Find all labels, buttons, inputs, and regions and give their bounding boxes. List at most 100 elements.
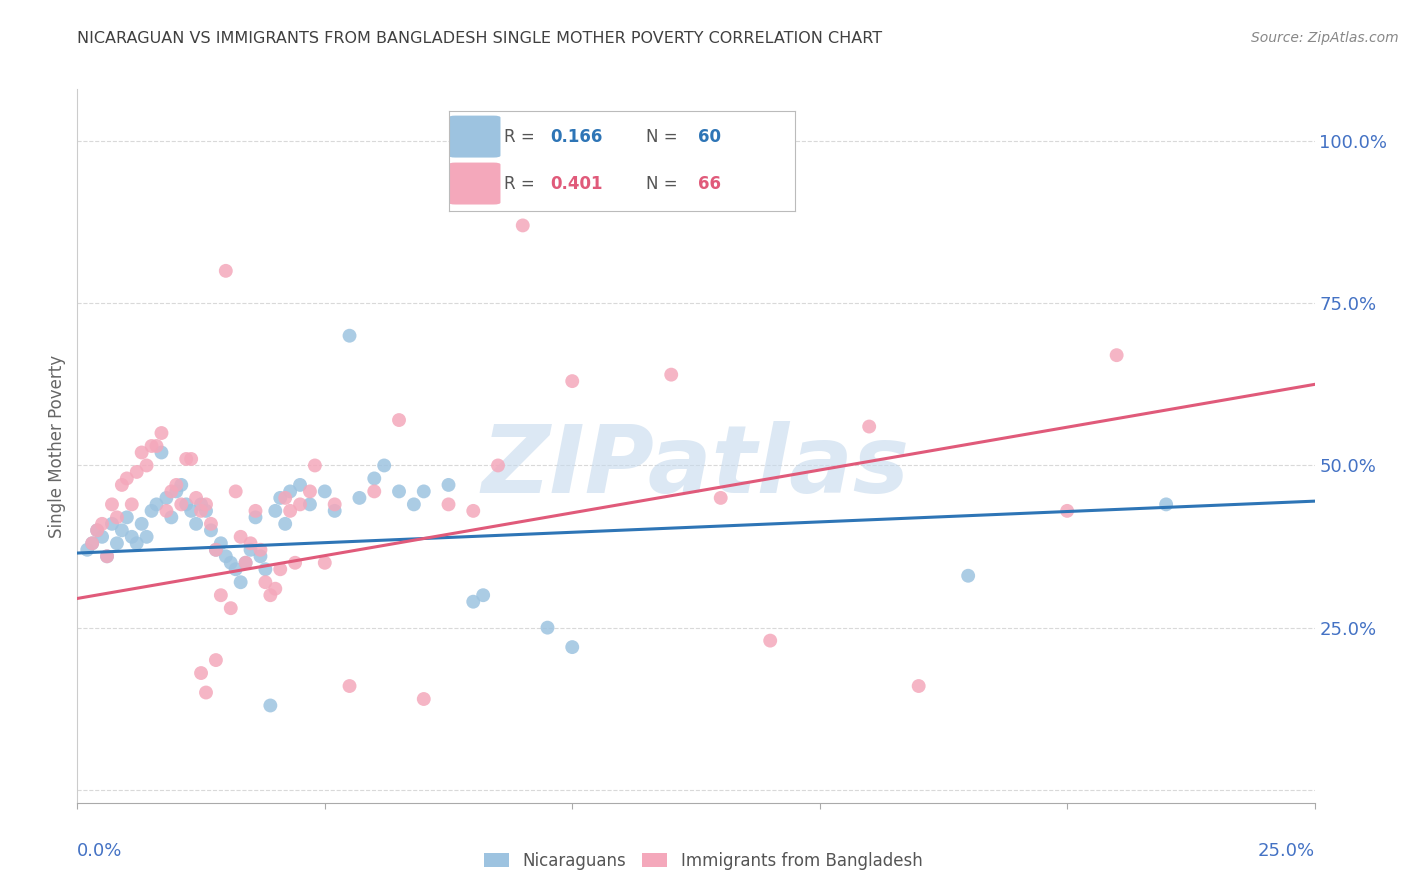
Point xyxy=(141,504,163,518)
Point xyxy=(259,698,281,713)
Point xyxy=(274,491,297,505)
Point xyxy=(235,556,257,570)
Point xyxy=(269,491,291,505)
Point xyxy=(174,497,197,511)
Point xyxy=(170,497,193,511)
Point xyxy=(349,491,371,505)
Point xyxy=(91,516,114,531)
Point xyxy=(121,497,143,511)
Point xyxy=(363,471,385,485)
Point xyxy=(135,458,157,473)
Point xyxy=(200,524,222,538)
Point xyxy=(225,484,247,499)
Point xyxy=(463,595,485,609)
Point xyxy=(205,542,228,557)
Point xyxy=(339,328,361,343)
Point xyxy=(215,549,238,564)
Point xyxy=(205,542,228,557)
Point xyxy=(165,478,187,492)
Point xyxy=(288,478,311,492)
Point xyxy=(184,516,207,531)
Point xyxy=(209,536,232,550)
Point xyxy=(288,497,311,511)
Point xyxy=(264,582,287,596)
Point xyxy=(195,504,218,518)
Point xyxy=(304,458,326,473)
Point xyxy=(254,575,277,590)
Point xyxy=(141,439,163,453)
Point xyxy=(76,542,98,557)
Point xyxy=(115,510,138,524)
Point xyxy=(412,692,434,706)
Point xyxy=(200,516,222,531)
Point xyxy=(209,588,232,602)
Point xyxy=(190,497,212,511)
Point xyxy=(759,633,782,648)
Point xyxy=(125,465,148,479)
Y-axis label: Single Mother Poverty: Single Mother Poverty xyxy=(48,354,66,538)
Point xyxy=(115,471,138,485)
Point xyxy=(561,640,583,654)
Point xyxy=(1105,348,1128,362)
Point xyxy=(229,575,252,590)
Point xyxy=(145,497,167,511)
Point xyxy=(402,497,425,511)
Point xyxy=(373,458,395,473)
Point xyxy=(259,588,281,602)
Point xyxy=(184,491,207,505)
Point xyxy=(278,484,301,499)
Point xyxy=(1154,497,1177,511)
Point xyxy=(96,549,118,564)
Point xyxy=(86,524,108,538)
Text: NICARAGUAN VS IMMIGRANTS FROM BANGLADESH SINGLE MOTHER POVERTY CORRELATION CHART: NICARAGUAN VS IMMIGRANTS FROM BANGLADESH… xyxy=(77,31,883,46)
Point xyxy=(150,445,173,459)
Point xyxy=(96,549,118,564)
Point xyxy=(314,484,336,499)
Point xyxy=(239,536,262,550)
Point xyxy=(249,542,271,557)
Point xyxy=(254,562,277,576)
Point xyxy=(339,679,361,693)
Point xyxy=(229,530,252,544)
Point xyxy=(121,530,143,544)
Point xyxy=(131,445,153,459)
Point xyxy=(219,556,242,570)
Point xyxy=(170,478,193,492)
Point xyxy=(486,458,509,473)
Point xyxy=(91,530,114,544)
Point xyxy=(264,504,287,518)
Point xyxy=(412,484,434,499)
Point xyxy=(1056,504,1078,518)
Point xyxy=(131,516,153,531)
Point xyxy=(298,484,321,499)
Point xyxy=(205,653,228,667)
Point xyxy=(180,452,202,467)
Point xyxy=(82,536,104,550)
Point xyxy=(472,588,495,602)
Point xyxy=(180,504,202,518)
Point xyxy=(125,536,148,550)
Point xyxy=(249,549,271,564)
Point xyxy=(512,219,534,233)
Point xyxy=(165,484,187,499)
Point xyxy=(82,536,104,550)
Point xyxy=(235,556,257,570)
Point xyxy=(111,524,134,538)
Point xyxy=(101,497,124,511)
Point xyxy=(105,510,128,524)
Point xyxy=(190,504,212,518)
Point xyxy=(105,536,128,550)
Point xyxy=(363,484,385,499)
Point xyxy=(314,556,336,570)
Text: ZIPatlas: ZIPatlas xyxy=(482,421,910,514)
Point xyxy=(659,368,682,382)
Point xyxy=(245,510,267,524)
Point xyxy=(463,504,485,518)
Text: 0.0%: 0.0% xyxy=(77,842,122,860)
Point xyxy=(150,425,173,440)
Point xyxy=(437,478,460,492)
Point xyxy=(245,504,267,518)
Point xyxy=(219,601,242,615)
Point xyxy=(174,452,197,467)
Point xyxy=(195,685,218,699)
